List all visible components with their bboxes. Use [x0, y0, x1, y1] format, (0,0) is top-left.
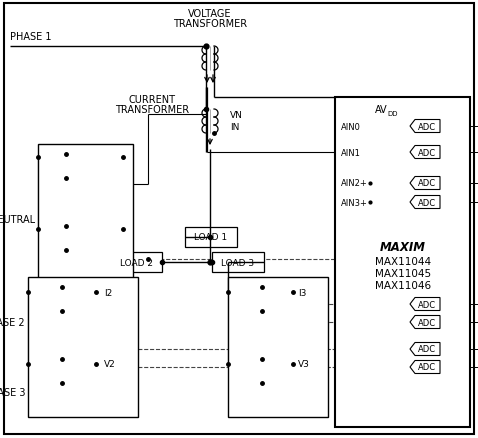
Text: ADC: ADC [418, 179, 436, 188]
Text: ADC: ADC [418, 122, 436, 131]
Text: V3: V3 [298, 360, 310, 369]
Text: MAXIM: MAXIM [380, 241, 426, 254]
Bar [185, 227, 237, 247]
Text: LOAD 1: LOAD 1 [195, 233, 228, 242]
Bar [335, 98, 470, 427]
Polygon shape [410, 360, 440, 374]
Text: ADC: ADC [418, 148, 436, 157]
Polygon shape [410, 343, 440, 356]
Text: CURRENT: CURRENT [129, 95, 175, 105]
Text: TRANSFORMER: TRANSFORMER [115, 105, 189, 115]
Bar [28, 277, 138, 417]
Text: NEUTRAL: NEUTRAL [0, 215, 35, 225]
Polygon shape [410, 177, 440, 190]
Text: AIN3+: AIN3+ [341, 198, 368, 207]
Text: I3: I3 [298, 288, 306, 297]
Polygon shape [410, 316, 440, 329]
Text: AIN2+: AIN2+ [341, 179, 368, 188]
Text: LOAD 3: LOAD 3 [221, 258, 255, 267]
Bar [212, 252, 264, 272]
Text: ADC: ADC [418, 345, 436, 354]
Polygon shape [410, 196, 440, 209]
Text: ADC: ADC [418, 363, 436, 372]
Polygon shape [410, 120, 440, 133]
Text: VOLTAGE: VOLTAGE [188, 9, 232, 19]
Text: MAX11044: MAX11044 [375, 256, 431, 266]
Text: ADC: ADC [418, 300, 436, 309]
Bar [228, 277, 328, 417]
Text: IN: IN [230, 123, 239, 132]
Text: I2: I2 [104, 288, 112, 297]
Bar [38, 145, 133, 294]
Text: MAX11046: MAX11046 [375, 280, 431, 290]
Text: AIN1: AIN1 [341, 148, 361, 157]
Text: ADC: ADC [418, 318, 436, 327]
Polygon shape [410, 298, 440, 311]
Text: PHASE 3: PHASE 3 [0, 387, 25, 397]
Text: ADC: ADC [418, 198, 436, 207]
Polygon shape [410, 146, 440, 159]
Text: TRANSFORMER: TRANSFORMER [173, 19, 247, 29]
Text: AIN0: AIN0 [341, 122, 361, 131]
Text: DD: DD [387, 111, 398, 117]
Text: PHASE 2: PHASE 2 [0, 317, 25, 327]
Text: AV: AV [375, 105, 388, 115]
Text: LOAD 2: LOAD 2 [120, 258, 152, 267]
Text: MAX11045: MAX11045 [375, 268, 431, 279]
Text: PHASE 1: PHASE 1 [10, 32, 52, 42]
Text: V2: V2 [104, 360, 116, 369]
Bar [110, 252, 162, 272]
Text: VN: VN [230, 110, 243, 119]
